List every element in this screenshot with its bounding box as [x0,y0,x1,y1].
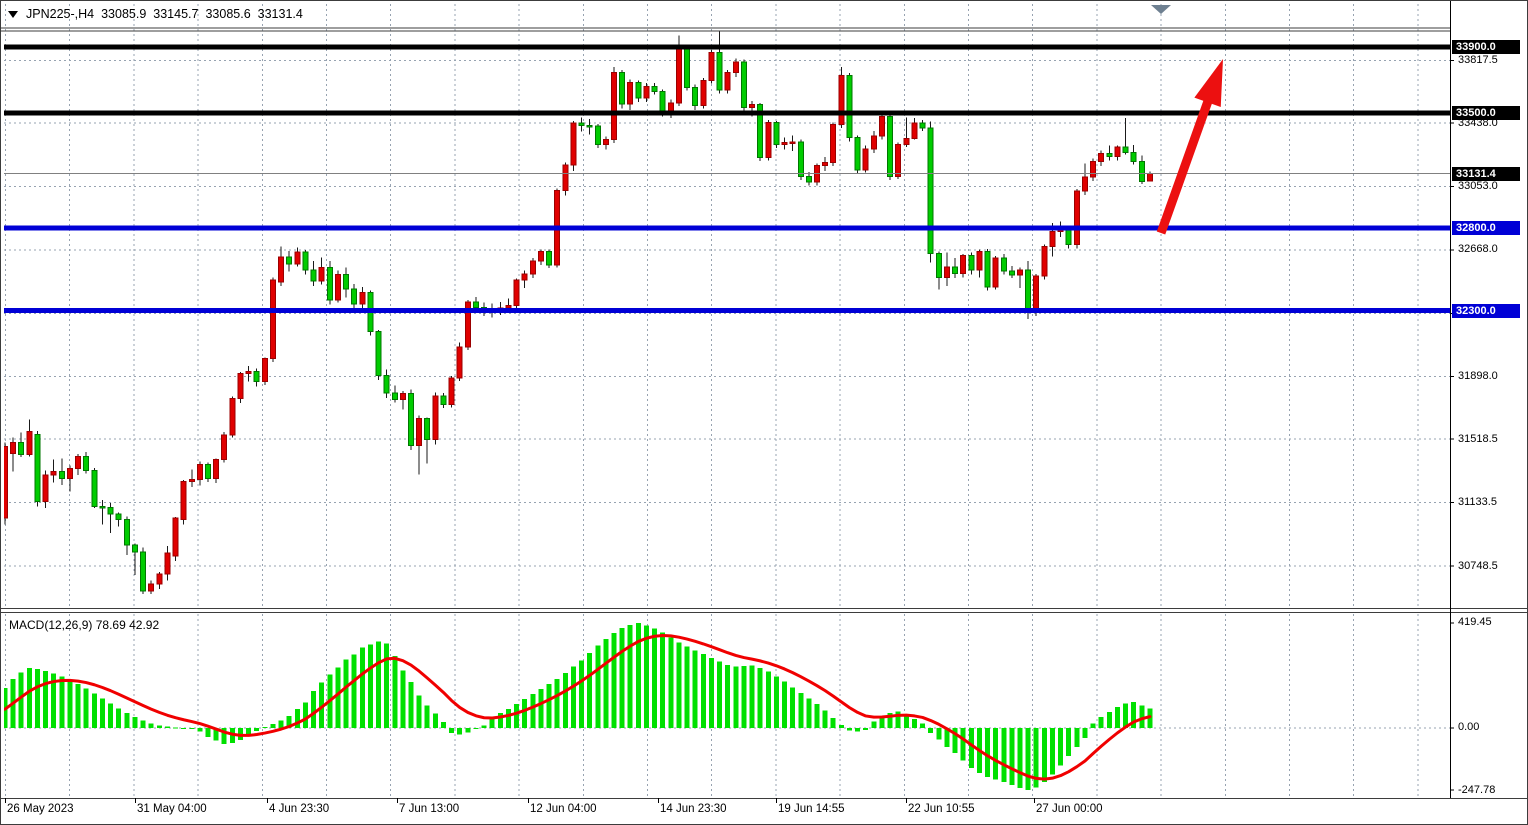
support-level-label: 32300.0 [1452,303,1520,318]
price-axis-tick-label: 30748.5 [1458,559,1498,572]
time-axis-label: 12 Jun 04:00 [530,803,597,815]
time-axis-label: 26 May 2023 [7,803,74,815]
macd-name: MACD(12,26,9) [9,618,93,632]
time-axis-label: 4 Jun 23:30 [269,803,330,815]
price-axis-tick-label: 32668.0 [1458,243,1498,256]
trend-arrow-shaft[interactable] [1156,95,1214,235]
macd-indicator-label: MACD(12,26,9) 78.69 42.92 [9,618,159,632]
bar-open-value: 33085.9 [101,7,147,21]
grid-lines [4,4,1450,797]
symbol-marker-icon [8,10,18,18]
price-axis-tick-label: 33817.5 [1458,54,1498,67]
candlesticks [4,30,1153,595]
macd-axis-tick-label: -247.78 [1458,783,1496,796]
time-axis-label: 7 Jun 13:00 [399,803,460,815]
resistance-level-label: 33500.0 [1452,105,1520,120]
support-level-label: 32800.0 [1452,221,1520,236]
panel-borders [1,1,1527,799]
chart-title-bar: JPN225-,H4 33085.9 33145.7 33085.6 33131… [8,7,303,21]
macd-signal-line [4,633,1152,781]
axis-tick-marks [5,60,1454,803]
time-axis-label: 14 Jun 23:30 [660,803,727,815]
price-axis-tick-label: 31133.5 [1458,496,1497,509]
price-axis-tick-label: 31898.0 [1458,370,1498,383]
bar-low-value: 33085.6 [205,7,251,21]
trend-arrow-head[interactable] [1194,59,1223,108]
chart-shift-marker-icon[interactable] [1151,5,1171,14]
bar-close-value: 33131.4 [257,7,303,21]
price-level-lines [4,44,1450,314]
macd-axis-tick-label: 0.00 [1458,721,1480,734]
current-price-label: 33131.4 [1452,166,1520,181]
bar-high-value: 33145.7 [153,7,199,21]
time-axis-label: 31 May 04:00 [137,803,207,815]
price-axis-tick-label: 31518.5 [1458,432,1498,445]
price-axis-tick-label: 33053.0 [1458,180,1498,193]
macd-main-value: 78.69 [95,618,126,632]
time-axis-label: 19 Jun 14:55 [778,803,845,815]
macd-signal-value: 42.92 [129,618,160,632]
macd-axis-tick-label: 419.45 [1458,616,1492,629]
time-axis-label: 22 Jun 10:55 [908,803,975,815]
resistance-level-label: 33900.0 [1452,40,1520,55]
time-axis-label: 27 Jun 00:00 [1036,803,1103,815]
symbol-timeframe-label: JPN225-,H4 [26,7,95,21]
